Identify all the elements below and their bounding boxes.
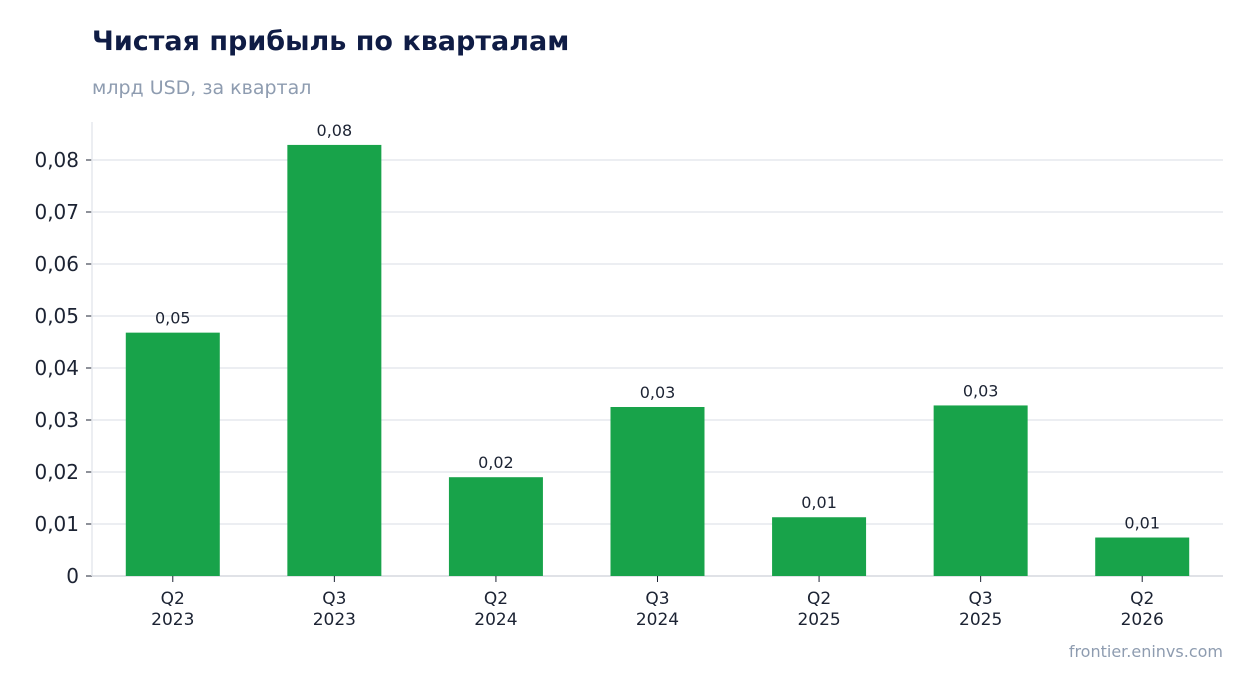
bar — [448, 477, 543, 576]
x-tick-label-quarter: Q3 — [645, 589, 669, 609]
y-tick-label: 0,07 — [34, 200, 79, 224]
chart-title: Чистая прибыль по кварталам — [92, 26, 570, 57]
y-tick-label: 0,02 — [34, 460, 79, 484]
x-tick-label-quarter: Q2 — [807, 589, 831, 609]
data-label: 0,03 — [963, 381, 999, 400]
x-tick-label-year: 2023 — [313, 610, 356, 630]
source-label: frontier.eninvs.com — [1068, 642, 1223, 661]
x-tick-label-year: 2024 — [636, 610, 679, 630]
y-tick-label: 0,04 — [34, 356, 79, 380]
x-tick-label-year: 2023 — [151, 610, 194, 630]
bars — [125, 144, 1190, 577]
data-label: 0,08 — [317, 121, 353, 140]
bar — [772, 517, 867, 576]
bar — [125, 332, 220, 576]
x-tick-label-quarter: Q2 — [484, 589, 508, 609]
bar — [287, 144, 382, 577]
data-label: 0,01 — [801, 493, 837, 512]
x-tick-label-year: 2025 — [797, 610, 840, 630]
chart-subtitle: млрд USD, за квартал — [92, 77, 312, 99]
data-label: 0,02 — [478, 453, 514, 472]
y-tick-label: 0,05 — [34, 304, 79, 328]
data-label: 0,01 — [1124, 514, 1160, 533]
y-tick-label: 0 — [66, 564, 79, 588]
x-tick-label-year: 2024 — [474, 610, 517, 630]
y-tick-label: 0,08 — [34, 148, 79, 172]
y-tick-label: 0,06 — [34, 252, 79, 276]
labels: 00,010,020,030,040,050,060,070,080,05Q22… — [34, 121, 1163, 630]
data-label: 0,03 — [640, 383, 676, 402]
x-tick-label-year: 2026 — [1121, 610, 1164, 630]
data-label: 0,05 — [155, 309, 191, 328]
bar — [933, 405, 1028, 576]
x-tick-label-quarter: Q3 — [322, 589, 346, 609]
x-tick-label-quarter: Q3 — [969, 589, 993, 609]
y-tick-label: 0,03 — [34, 408, 79, 432]
x-tick-label-quarter: Q2 — [161, 589, 185, 609]
bar — [1095, 537, 1190, 576]
bar — [610, 407, 705, 576]
x-tick-label-year: 2025 — [959, 610, 1002, 630]
y-tick-label: 0,01 — [34, 512, 79, 536]
x-tick-label-quarter: Q2 — [1130, 589, 1154, 609]
